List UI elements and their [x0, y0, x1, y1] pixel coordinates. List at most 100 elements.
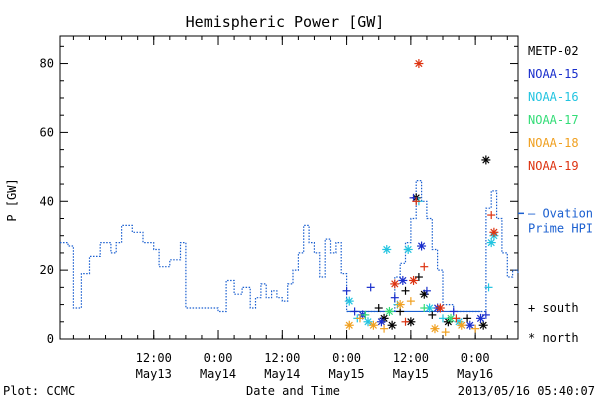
y-tick-label: 80: [40, 57, 54, 71]
point-stroke: [415, 59, 423, 68]
x-tick-label: 0:00: [461, 351, 490, 365]
point-stroke: [436, 304, 444, 312]
x-axis-label: Date and Time: [246, 384, 340, 398]
point-stroke: [431, 325, 439, 333]
y-tick-label: 60: [40, 125, 54, 139]
ovation-label: Prime HPI: [528, 221, 593, 235]
point-stroke: [396, 300, 404, 309]
point-south: [487, 211, 496, 220]
point-north: [481, 155, 491, 165]
ovation-label: — Ovation: [528, 206, 593, 220]
legend-entry: METP-02: [528, 44, 579, 58]
point-stroke: [482, 156, 490, 164]
point-stroke: [417, 242, 426, 250]
x-tick-label: 0:00: [204, 351, 233, 365]
point-north: [390, 279, 400, 289]
point-south: [439, 314, 448, 323]
point-south: [374, 304, 383, 313]
point-south: [350, 307, 359, 316]
point-north: [403, 244, 413, 254]
point-stroke: [383, 245, 391, 254]
point-stroke: [399, 276, 407, 285]
axes: 0 20 40 60 80 12:00 May13 0:00 May14 12:00 May14 0:…: [40, 35, 519, 381]
point-south: [401, 286, 410, 295]
point-north: [486, 238, 496, 248]
point-north: [398, 275, 408, 285]
x-tick-date: May15: [393, 367, 429, 381]
point-north: [376, 317, 386, 327]
point-south: [414, 273, 423, 282]
point-south: [412, 197, 421, 206]
point-south: [361, 310, 370, 319]
legend-entry: NOAA-18: [528, 136, 579, 150]
point-north: [368, 320, 378, 330]
point-south: [401, 317, 410, 326]
point-south: [428, 310, 437, 319]
x-tick-date: May16: [457, 367, 493, 381]
point-north: [489, 227, 499, 237]
point-south: [420, 262, 429, 271]
point-stroke: [490, 228, 498, 236]
point-stroke: [407, 318, 415, 326]
point-north: [363, 317, 373, 327]
point-north: [457, 320, 467, 330]
legend-entry: NOAA-17: [528, 113, 579, 127]
point-stroke: [345, 321, 353, 329]
legend-entry: NOAA-19: [528, 159, 579, 173]
satellite-points: [342, 59, 499, 337]
x-tick-label: 12:00: [264, 351, 300, 365]
y-tick-label: 0: [47, 332, 54, 346]
point-north: [430, 324, 440, 334]
point-south: [342, 286, 351, 295]
point-south: [452, 314, 461, 323]
point-north: [417, 241, 427, 251]
point-stroke: [479, 321, 487, 329]
x-tick-date: May14: [200, 367, 236, 381]
point-stroke: [447, 314, 455, 322]
legend: METP-02 NOAA-15 NOAA-16 NOAA-17 NOAA-18 NOAA-…: [528, 44, 579, 345]
point-stroke: [388, 321, 396, 329]
point-north: [406, 317, 416, 327]
chart-title: Hemispheric Power [GW]: [186, 13, 385, 31]
x-tick-date: May14: [264, 367, 300, 381]
point-south: [449, 307, 458, 316]
point-stroke: [364, 318, 372, 326]
point-south: [422, 286, 431, 295]
point-south: [441, 328, 450, 337]
symbol-legend-south: + south: [528, 301, 579, 315]
point-south: [463, 314, 472, 323]
point-north: [478, 320, 488, 330]
point-stroke: [385, 307, 394, 316]
point-stroke: [487, 238, 495, 247]
x-tick-label: 12:00: [393, 351, 429, 365]
point-north: [409, 275, 419, 285]
x-tick-label: 12:00: [136, 351, 172, 365]
legend-entry: NOAA-16: [528, 90, 579, 104]
point-stroke: [377, 318, 386, 326]
point-stroke: [391, 280, 399, 288]
point-south: [471, 324, 480, 333]
symbol-legend-north: * north: [528, 331, 579, 345]
point-stroke: [426, 304, 434, 312]
x-tick-date: May13: [136, 367, 172, 381]
point-stroke: [458, 321, 466, 329]
point-stroke: [345, 297, 353, 305]
point-north: [465, 320, 475, 330]
point-north: [414, 59, 424, 69]
y-tick-label: 20: [40, 263, 54, 277]
point-south: [390, 293, 399, 302]
point-north: [395, 300, 405, 310]
point-south: [366, 283, 375, 292]
point-north: [344, 320, 354, 330]
y-axis-label: P [GW]: [5, 178, 19, 221]
point-stroke: [404, 245, 412, 254]
point-south: [406, 297, 415, 306]
point-south: [481, 310, 490, 319]
legend-entry: NOAA-15: [528, 67, 579, 81]
point-south: [380, 324, 389, 333]
plot-frame: [59, 35, 519, 340]
point-south: [484, 283, 493, 292]
point-stroke: [476, 314, 485, 322]
ovation-line: [60, 180, 519, 313]
